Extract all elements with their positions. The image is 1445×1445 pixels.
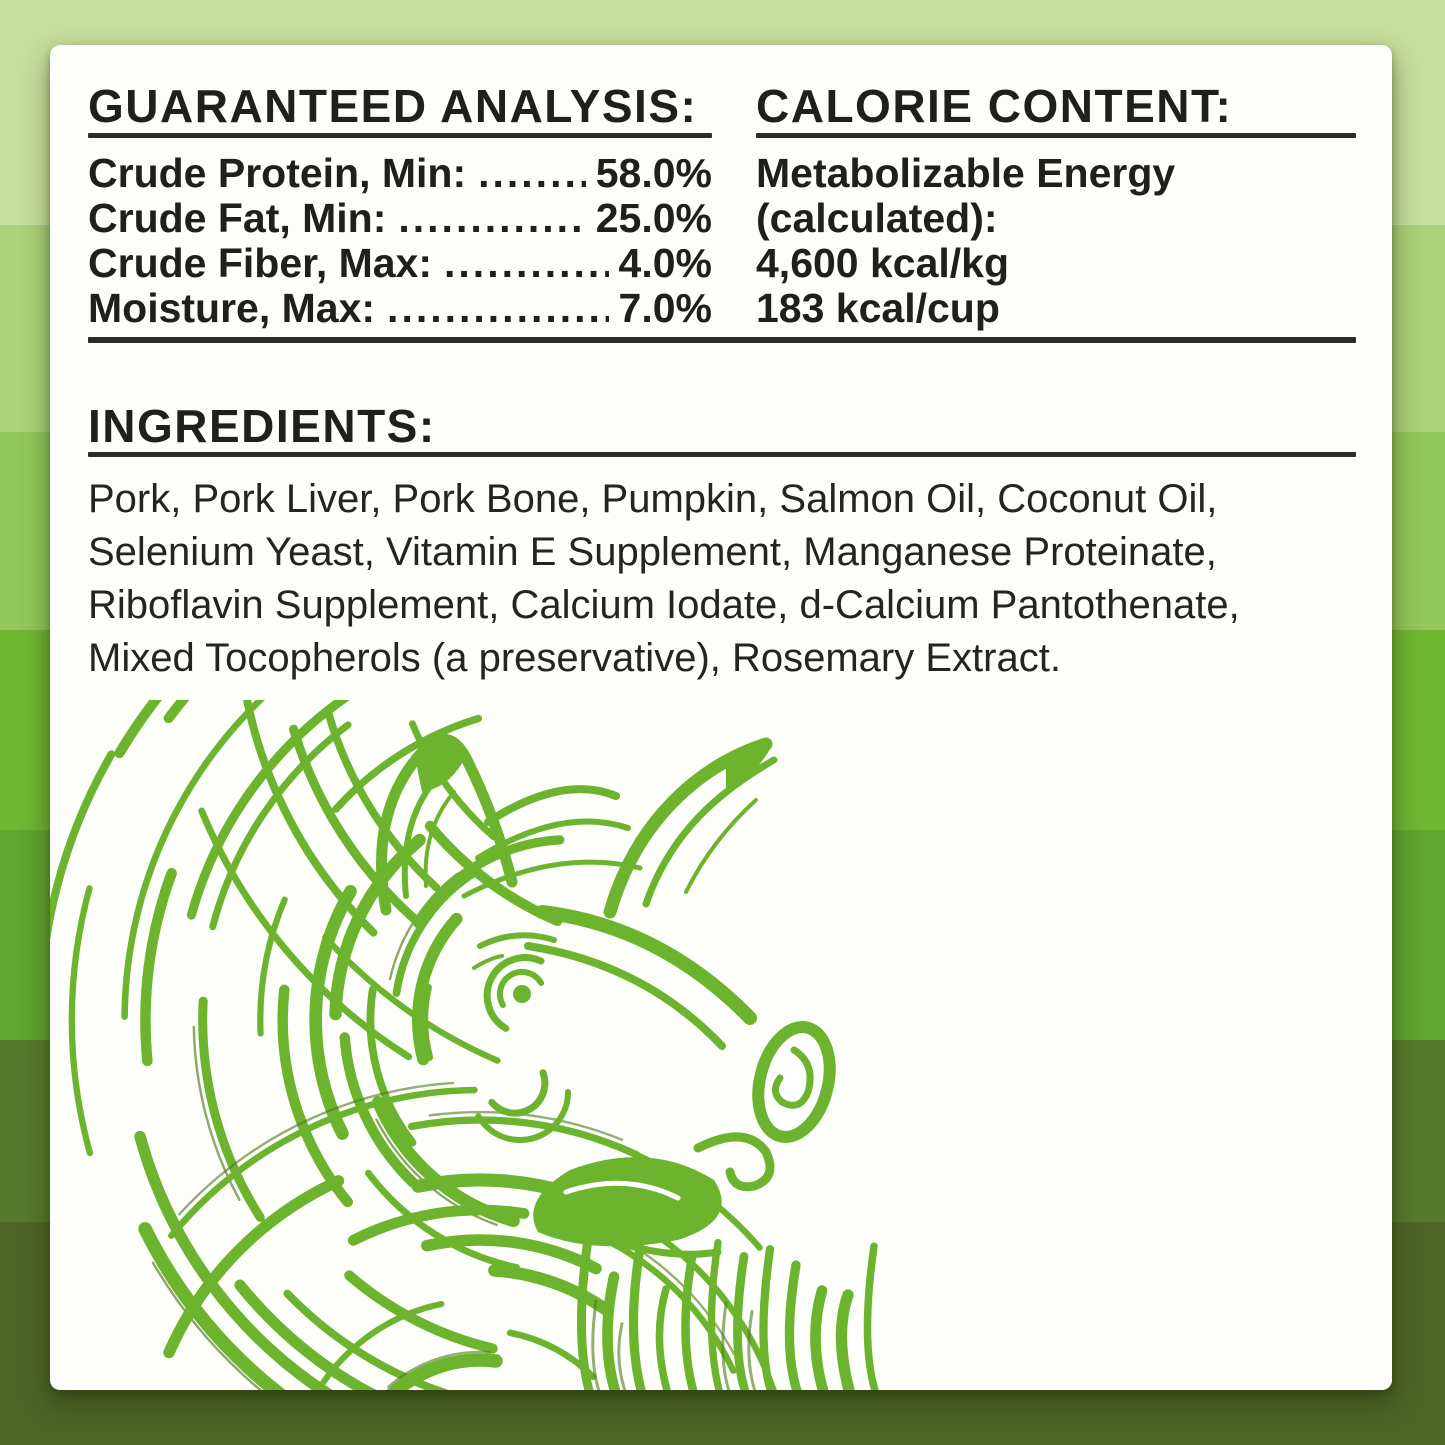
label-panel: GUARANTEED ANALYSIS: CALORIE CONTENT: Cr…: [50, 45, 1392, 1390]
dot-leader: ........................................…: [398, 196, 586, 241]
ingredients-heading: INGREDIENTS:: [88, 400, 436, 452]
analysis-label: Crude Protein, Min:: [88, 150, 467, 196]
analysis-value: 4.0%: [618, 240, 712, 286]
pig-illustration: [50, 700, 879, 1390]
analysis-label: Crude Fat, Min:: [88, 195, 387, 241]
calorie-content-heading: CALORIE CONTENT:: [756, 80, 1233, 132]
dot-leader: ........................................…: [387, 286, 609, 331]
section-divider-rule: [88, 337, 1356, 343]
table-row: Crude Fat, Min: ........................…: [88, 196, 712, 241]
analysis-value: 7.0%: [618, 285, 712, 331]
analysis-value: 25.0%: [595, 195, 712, 241]
calorie-line: (calculated):: [756, 195, 998, 241]
ingredients-line: Mixed Tocopherols (a preservative), Rose…: [88, 636, 1061, 680]
guaranteed-analysis-heading: GUARANTEED ANALYSIS:: [88, 80, 698, 132]
dot-leader: ........................................…: [444, 241, 609, 286]
table-row: Crude Fiber, Max: ......................…: [88, 241, 712, 286]
calorie-content-block: Metabolizable Energy (calculated): 4,600…: [756, 151, 1376, 331]
ingredients-line: Riboflavin Supplement, Calcium Iodate, d…: [88, 583, 1240, 627]
guaranteed-analysis-table: Crude Protein, Min: ....................…: [88, 151, 712, 331]
dot-leader: ........................................…: [478, 151, 586, 196]
analysis-label: Moisture, Max:: [88, 285, 376, 331]
calorie-line: 4,600 kcal/kg: [756, 240, 1010, 286]
analysis-value: 58.0%: [595, 150, 712, 196]
calorie-line: 183 kcal/cup: [756, 285, 1000, 331]
guaranteed-analysis-underline: [88, 133, 712, 138]
ingredients-list: Pork, Pork Liver, Pork Bone, Pumpkin, Sa…: [88, 473, 1378, 685]
calorie-content-underline: [756, 133, 1356, 138]
analysis-label: Crude Fiber, Max:: [88, 240, 433, 286]
ingredients-line: Pork, Pork Liver, Pork Bone, Pumpkin, Sa…: [88, 477, 1218, 521]
table-row: Crude Protein, Min: ....................…: [88, 151, 712, 196]
table-row: Moisture, Max: .........................…: [88, 286, 712, 331]
calorie-line: Metabolizable Energy: [756, 150, 1176, 196]
ingredients-underline: [88, 452, 1356, 457]
ingredients-line: Selenium Yeast, Vitamin E Supplement, Ma…: [88, 530, 1217, 574]
